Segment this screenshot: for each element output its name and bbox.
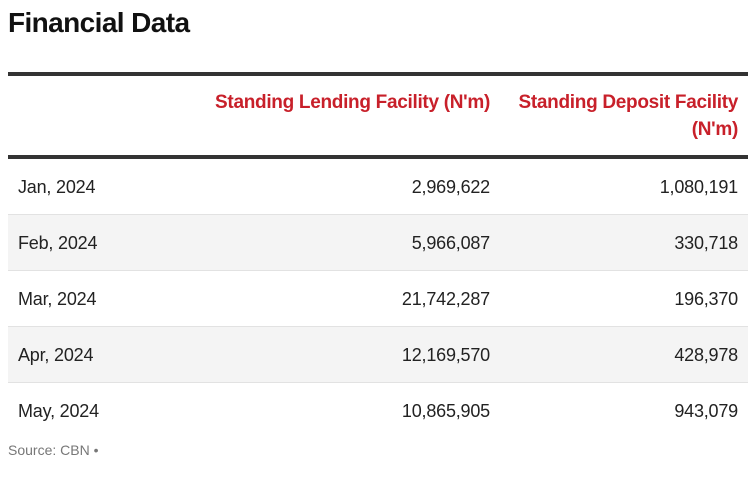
cell-standing-deposit-facility: 1,080,191 [659, 177, 738, 197]
top-rule [8, 72, 748, 76]
cell-standing-lending-facility: 2,969,622 [411, 177, 490, 197]
table-row: Jan, 2024 2,969,622 1,080,191 [8, 159, 748, 215]
table-row: Apr, 2024 12,169,570 428,978 [8, 327, 748, 383]
cell-date: Mar, 2024 [18, 289, 97, 309]
source-note: Source: CBN • [8, 442, 99, 458]
table-row: Mar, 2024 21,742,287 196,370 [8, 271, 748, 327]
cell-date: Jan, 2024 [18, 177, 96, 197]
cell-standing-lending-facility: 21,742,287 [401, 289, 490, 309]
cell-standing-lending-facility: 10,865,905 [401, 401, 490, 421]
chart-title: Financial Data [8, 7, 190, 38]
cell-date: May, 2024 [18, 401, 99, 421]
cell-date: Feb, 2024 [18, 233, 98, 253]
table-body: Jan, 2024 2,969,622 1,080,191 Feb, 2024 5,96… [8, 159, 748, 439]
cell-date: Apr, 2024 [18, 345, 94, 365]
table-row: May, 2024 10,865,905 943,079 [8, 383, 748, 439]
table-row: Feb, 2024 5,966,087 330,718 [8, 215, 748, 271]
header-rule [8, 155, 748, 159]
cell-standing-deposit-facility: 196,370 [674, 289, 738, 309]
column-header-standing-deposit-facility: Standing Deposit Facility (N'm) [518, 92, 739, 140]
cell-standing-lending-facility: 12,169,570 [401, 345, 490, 365]
column-header-standing-lending-facility: Standing Lending Facility (N'm) [215, 92, 490, 113]
cell-standing-deposit-facility: 428,978 [674, 345, 738, 365]
cell-standing-deposit-facility: 330,718 [674, 233, 738, 253]
cell-standing-lending-facility: 5,966,087 [411, 233, 490, 253]
table-header: Standing Lending Facility (N'm) Standing… [8, 76, 748, 155]
cell-standing-deposit-facility: 943,079 [674, 401, 738, 421]
